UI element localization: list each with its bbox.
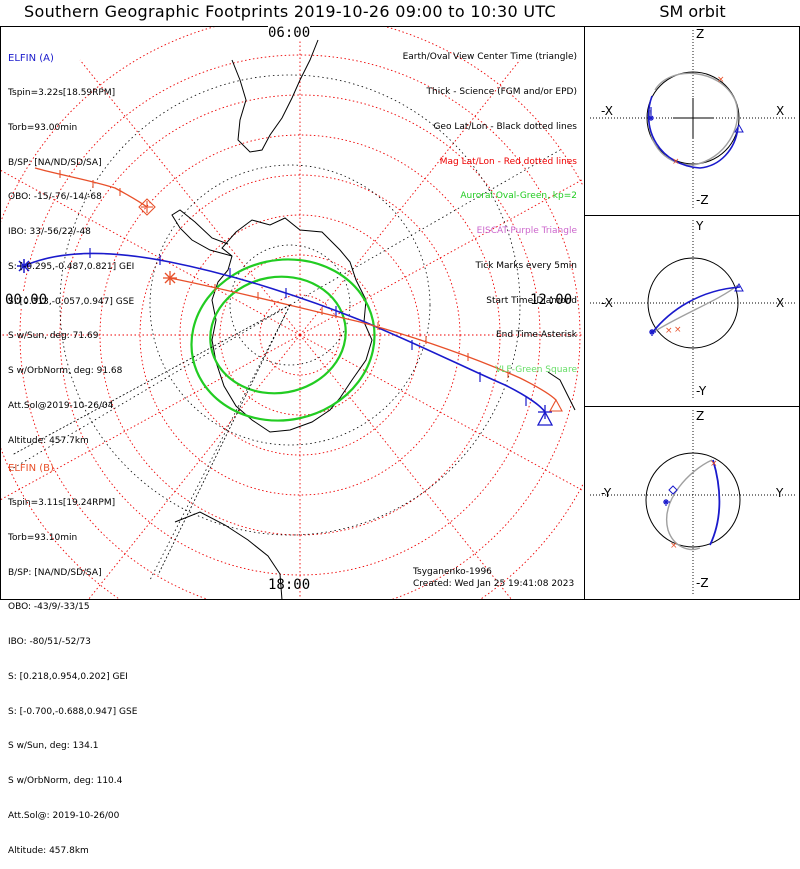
page-title: Southern Geographic Footprints 2019-10-2… <box>24 2 556 21</box>
elfin-a-line: S w/Sun, deg: 71.69 <box>8 331 99 342</box>
sm-yz-right-label: Y <box>776 486 784 500</box>
elfin-a-line: S: [-0.295,-0.487,0.821] GEI <box>8 261 135 272</box>
peninsula-coast <box>171 209 233 257</box>
svg-text:×: × <box>665 326 673 336</box>
elfin-b-line: Torb=93.10min <box>8 532 78 543</box>
legend-item: Auroral Oval-Green, kp=2 <box>460 191 577 202</box>
sm-xz-top-label: Z <box>696 27 705 41</box>
elfin-a-line: Tspin=3.22s[18.59RPM] <box>8 87 116 98</box>
sm-xy-bottom-label: -Y <box>696 384 707 398</box>
auroral-oval <box>190 258 376 422</box>
elfin-b-ticks-1 <box>59 170 121 196</box>
time-label-top: 06:00 <box>268 25 311 41</box>
model-label: Tsyganenko-1996 <box>413 567 492 577</box>
sm-xy-left-label: -X <box>601 296 613 310</box>
legend-item: EISCAT-Purple Triangle <box>476 226 577 237</box>
svg-text:×: × <box>710 459 718 469</box>
elfin-a-line: IBO: 33/-56/22/-48 <box>8 227 91 238</box>
elfin-a-name: ELFIN (A) <box>8 53 54 65</box>
sm-orbit-xy: × × <box>590 220 796 400</box>
legend-item: Earth/Oval View Center Time (triangle) <box>402 52 577 63</box>
time-label-left: 00:00 <box>5 292 48 308</box>
elfin-a-line: Torb=93.00min <box>8 122 78 133</box>
elfin-a-line: S w/OrbNorm, deg: 91.68 <box>8 366 123 377</box>
geo-grid <box>9 74 561 581</box>
sm-xy-right-label: X <box>776 296 785 310</box>
svg-text:×: × <box>670 541 678 551</box>
elfin-b-line: OBO: -43/9/-33/15 <box>8 602 90 613</box>
svg-text:×: × <box>674 325 682 335</box>
footprint-map-svg: × × × × × × <box>1 27 796 599</box>
legend-item: VLF-Green Square <box>495 365 577 376</box>
elfin-a-line: S: [0.313,-0.057,0.947] GSE <box>8 296 135 307</box>
mag-grid <box>1 27 583 599</box>
elfin-a-line: Altitude: 457.7km <box>8 435 89 446</box>
legend-item: Start Time-Diamond <box>486 295 577 306</box>
south-america-coast <box>231 39 319 153</box>
elfin-b-track-1 <box>34 167 148 208</box>
elfin-b-line: S w/Sun, deg: 134.1 <box>8 741 99 752</box>
elfin-b-info: ELFIN (B) Tspin=3.11s[19.24RPM] Torb=93.… <box>8 440 137 869</box>
sm-yz-top-label: Z <box>696 409 705 423</box>
elfin-a-line: B/SP: [NA/ND/SD/SA] <box>8 157 102 168</box>
elfin-b-name: ELFIN (B) <box>8 463 54 475</box>
elfin-b-line: IBO: -80/51/-52/73 <box>8 637 91 648</box>
elfin-b-line: Tspin=3.11s[19.24RPM] <box>8 497 116 508</box>
map-legend: Earth/Oval View Center Time (triangle) T… <box>403 29 577 388</box>
elfin-a-track <box>23 252 546 413</box>
sm-yz-bottom-label: -Z <box>696 576 709 590</box>
time-label-bottom: 18:00 <box>268 577 311 593</box>
elfin-a-line: Att.Sol@2019-10-26/04 <box>8 401 114 411</box>
elfin-a-ticks <box>89 248 527 406</box>
elfin-b-diamond <box>138 198 156 216</box>
elfin-a-info: ELFIN (A) Tspin=3.22s[18.59RPM] Torb=93.… <box>8 30 134 459</box>
sm-xz-left-label: -X <box>601 104 613 118</box>
elfin-a-end-triangle <box>536 405 554 426</box>
created-label: Created: Wed Jan 25 19:41:08 2023 <box>413 579 575 589</box>
time-label-right: 12:00 <box>530 292 573 308</box>
svg-text:×: × <box>717 75 725 85</box>
antarctica-coast <box>211 217 373 433</box>
elfin-a-line: OBO: -15/-76/-14/-68 <box>8 192 102 203</box>
sm-xz-right-label: X <box>776 104 785 118</box>
sm-xy-top-label: Y <box>696 219 704 233</box>
elfin-b-track-2 <box>169 277 557 401</box>
elfin-b-line: Att.Sol@: 2019-10-26/00 <box>8 811 120 821</box>
elfin-b-ticks-2 <box>214 284 509 378</box>
elfin-b-line: S w/OrbNorm, deg: 110.4 <box>8 776 123 787</box>
legend-item: Thick - Science (FGM and/or EPD) <box>426 86 577 97</box>
legend-item: End Time-Asterisk <box>495 330 577 341</box>
australia-coast <box>174 511 283 599</box>
svg-text:×: × <box>672 157 680 167</box>
sm-orbit-yz: × × <box>590 410 796 595</box>
elfin-b-line: B/SP: [NA/ND/SD/SA] <box>8 567 102 578</box>
legend-item: Geo Lat/Lon - Black dotted lines <box>433 121 577 132</box>
legend-item: Mag Lat/Lon - Red dotted lines <box>439 156 577 167</box>
sm-xz-bottom-label: -Z <box>696 193 709 207</box>
sm-orbit-title: SM orbit <box>659 2 726 21</box>
elfin-b-line: S: [0.218,0.954,0.202] GEI <box>8 671 128 682</box>
elfin-b-line: Altitude: 457.8km <box>8 845 89 856</box>
sm-orbit-xz: × × <box>590 30 796 210</box>
elfin-b-asterisk <box>163 271 177 285</box>
elfin-b-end-triangle <box>549 398 563 412</box>
legend-item: Tick Marks every 5min <box>475 260 577 271</box>
elfin-b-line: S: [-0.700,-0.688,0.947] GSE <box>8 706 138 717</box>
sm-yz-left-label: -Y <box>601 486 612 500</box>
elfin-a-start-asterisk <box>17 259 31 273</box>
